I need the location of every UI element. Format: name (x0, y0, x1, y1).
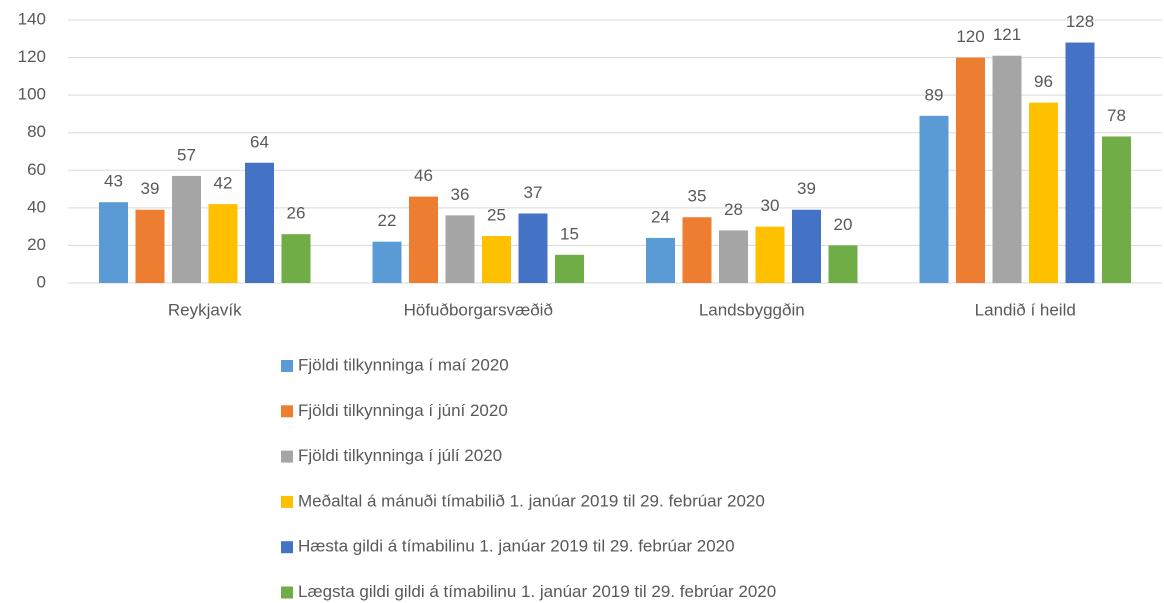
bar (281, 234, 311, 283)
bar (682, 217, 712, 283)
y-tick-label: 100 (18, 85, 46, 104)
data-label: 89 (925, 85, 944, 104)
bar (518, 213, 548, 283)
bar (1102, 136, 1131, 283)
data-label: 37 (524, 183, 543, 202)
bar (482, 236, 511, 283)
data-label: 120 (956, 27, 984, 46)
data-label: 30 (761, 196, 780, 215)
legend-swatch (281, 450, 293, 463)
legend-label: Hæsta gildi á tímabilinu 1. janúar 2019 … (298, 537, 735, 556)
bar (172, 175, 201, 283)
bar (372, 241, 402, 283)
bar (555, 254, 584, 283)
bar (245, 162, 274, 283)
data-label: 43 (104, 172, 123, 191)
y-tick-label: 40 (27, 197, 46, 216)
data-label: 36 (451, 185, 470, 204)
bar (409, 196, 438, 283)
legend-swatch (281, 586, 293, 599)
data-label: 15 (560, 224, 579, 243)
y-tick-label: 0 (37, 272, 46, 291)
bar (135, 209, 165, 283)
bar (208, 204, 238, 283)
y-tick-label: 120 (18, 47, 46, 66)
data-label: 64 (250, 132, 269, 151)
x-tick-label: Landsbyggðin (699, 300, 805, 319)
bar (445, 215, 475, 283)
legend-swatch (281, 495, 293, 508)
legend-label: Fjöldi tilkynninga í maí 2020 (298, 355, 509, 374)
legend-label: Meðaltal á mánuði tímabilið 1. janúar 20… (298, 491, 765, 510)
bar (646, 237, 675, 283)
bar (99, 202, 128, 283)
data-label: 39 (141, 179, 160, 198)
bar (956, 57, 985, 284)
data-label: 20 (834, 215, 853, 234)
legend-swatch (281, 405, 293, 418)
bar (755, 226, 785, 283)
bar (992, 55, 1022, 283)
data-label: 25 (487, 206, 506, 225)
data-label: 26 (287, 204, 306, 223)
legend-label: Fjöldi tilkynninga í júní 2020 (298, 401, 508, 420)
bar (828, 245, 858, 283)
x-tick-label: Höfuðborgarsvæðið (404, 300, 553, 319)
data-label: 22 (378, 211, 397, 230)
data-label: 28 (724, 200, 743, 219)
legend-swatch (281, 360, 293, 372)
x-tick-label: Landið í heild (975, 300, 1076, 319)
data-label: 24 (651, 207, 670, 226)
data-label: 39 (797, 179, 816, 198)
data-label: 128 (1066, 12, 1094, 31)
legend-swatch (281, 541, 293, 554)
data-label: 42 (214, 174, 233, 193)
y-tick-label: 20 (27, 235, 46, 254)
y-tick-label: 140 (18, 9, 46, 28)
legend-label: Lægsta gildi gildi á tímabilinu 1. janúa… (298, 582, 776, 601)
bar (919, 115, 949, 283)
legend-label: Fjöldi tilkynninga í júlí 2020 (298, 446, 502, 465)
x-tick-label: Reykjavík (168, 300, 242, 319)
data-label: 57 (177, 145, 196, 164)
data-label: 46 (414, 166, 433, 185)
data-label: 78 (1107, 106, 1126, 125)
data-label: 96 (1034, 72, 1053, 91)
bar (792, 209, 821, 283)
y-tick-label: 60 (27, 160, 46, 179)
bar (719, 230, 748, 283)
bar (1065, 42, 1095, 283)
y-tick-label: 80 (27, 122, 46, 141)
data-label: 121 (993, 25, 1021, 44)
data-label: 35 (688, 187, 707, 206)
bar (1029, 102, 1058, 284)
